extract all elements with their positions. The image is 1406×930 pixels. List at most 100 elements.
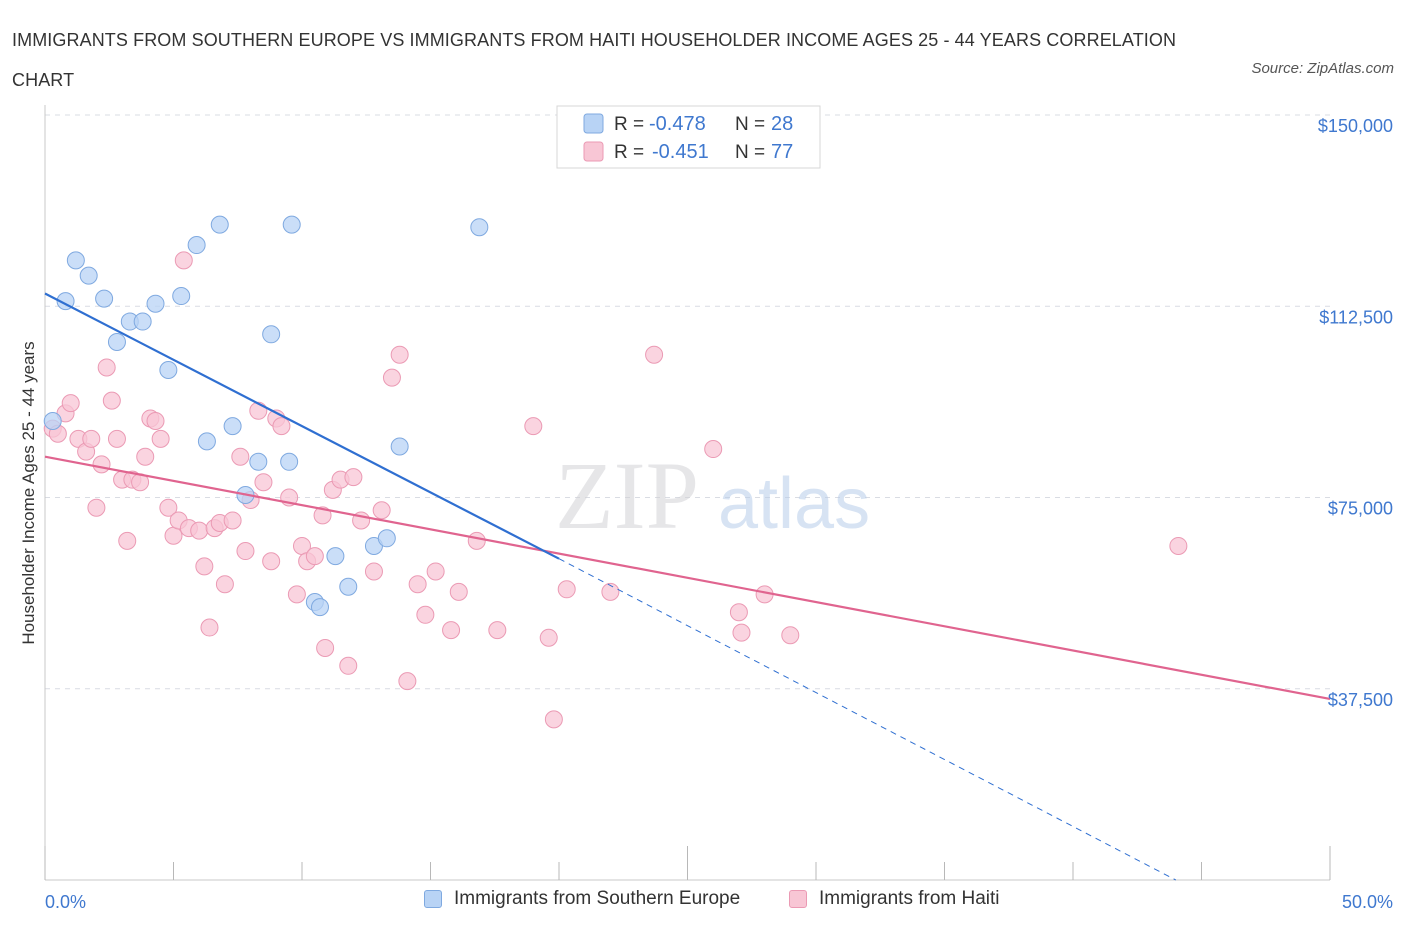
- southern-europe-point-17: [262, 325, 281, 344]
- haiti-point-72: [732, 623, 751, 642]
- legend-swatch-haiti: [583, 141, 604, 162]
- gridlines: [45, 114, 1330, 690]
- haiti-point-50: [344, 468, 363, 487]
- haiti-point-54: [382, 368, 401, 387]
- legend-n-label-1: N =: [735, 114, 765, 135]
- southern-europe-point-3: [79, 266, 98, 285]
- haiti-point-52: [364, 562, 383, 581]
- haiti-point-53: [372, 501, 391, 520]
- haiti-point-64: [524, 417, 543, 436]
- series-southern-europe-points: [43, 215, 489, 617]
- southern-europe-point-11: [187, 236, 206, 255]
- southern-europe-point-10: [172, 287, 191, 306]
- southern-europe-point-0: [43, 412, 62, 430]
- haiti-point-25: [190, 521, 209, 540]
- legend-n-value-southern-europe: 28: [771, 113, 793, 135]
- haiti-point-9: [97, 358, 116, 377]
- southern-europe-point-21: [310, 598, 329, 617]
- southern-europe-point-16: [249, 452, 268, 471]
- southern-europe-point-27: [470, 218, 489, 237]
- haiti-point-36: [254, 473, 273, 492]
- axes: [44, 105, 1331, 881]
- legend-label-southern-europe: Immigrants from Southern Europe: [454, 888, 741, 909]
- y-tick-label-2: $112,500: [1319, 307, 1393, 327]
- haiti-point-41: [287, 585, 306, 604]
- trend-line-southern-europe-extension: [558, 558, 1177, 881]
- southern-europe-point-4: [95, 289, 114, 308]
- haiti-point-13: [118, 531, 137, 550]
- chart-title: IMMIGRANTS FROM SOUTHERN EUROPE VS IMMIG…: [12, 30, 1177, 90]
- x-tick-labels: 0.0% 50.0%: [45, 892, 1393, 912]
- haiti-point-27: [200, 618, 219, 637]
- legend-item-haiti: Immigrants from Haiti: [789, 888, 1000, 910]
- legend-r-value-haiti: -0.451: [652, 141, 709, 163]
- legend-r-label-2: R =: [614, 142, 644, 163]
- y-tick-labels: $37,500 $75,000 $112,500 $150,000: [1318, 116, 1393, 710]
- haiti-point-70: [704, 440, 723, 459]
- haiti-point-68: [601, 582, 620, 601]
- haiti-point-3: [61, 394, 80, 413]
- southern-europe-point-25: [377, 529, 396, 548]
- southern-europe-point-9: [159, 361, 178, 379]
- haiti-point-33: [236, 542, 255, 561]
- haiti-point-65: [539, 628, 558, 647]
- haiti-point-32: [231, 447, 250, 466]
- haiti-point-26: [195, 557, 214, 576]
- legend-r-label-1: R =: [614, 114, 644, 135]
- haiti-point-75: [1169, 536, 1188, 555]
- southern-europe-point-5: [107, 332, 126, 351]
- haiti-point-55: [390, 345, 409, 364]
- haiti-point-62: [467, 531, 486, 550]
- haiti-point-67: [557, 580, 576, 599]
- haiti-point-20: [159, 498, 178, 517]
- haiti-point-56: [398, 672, 417, 691]
- haiti-point-71: [729, 603, 748, 622]
- trend-lines: [44, 292, 1331, 881]
- trend-line-haiti: [44, 455, 1331, 701]
- haiti-point-23: [174, 251, 193, 270]
- haiti-point-49: [339, 656, 358, 675]
- haiti-point-7: [87, 498, 106, 517]
- bottom-legend: Immigrants from Southern Europe Immigran…: [0, 888, 1406, 916]
- legend-swatch-southern-europe: [424, 890, 442, 908]
- southern-europe-point-22: [326, 547, 345, 566]
- haiti-point-6: [82, 429, 101, 448]
- southern-europe-point-8: [146, 294, 165, 313]
- haiti-point-35: [249, 401, 268, 420]
- legend-swatch-haiti: [789, 890, 807, 908]
- haiti-point-11: [107, 429, 126, 448]
- southern-europe-point-7: [133, 312, 152, 331]
- haiti-point-58: [416, 605, 435, 624]
- x-tick-label-min: 0.0%: [45, 892, 86, 912]
- haiti-point-37: [262, 552, 281, 571]
- watermark-atlas: atlas: [718, 464, 870, 544]
- southern-europe-point-2: [66, 251, 85, 270]
- haiti-point-19: [151, 429, 170, 448]
- source-credit: Source: ZipAtlas.com: [1251, 60, 1394, 77]
- southern-europe-point-19: [282, 215, 301, 234]
- southern-europe-point-12: [197, 432, 216, 451]
- southern-europe-point-18: [280, 452, 299, 471]
- legend-label-haiti: Immigrants from Haiti: [819, 888, 1000, 909]
- southern-europe-point-14: [223, 417, 242, 436]
- haiti-point-8: [92, 455, 111, 474]
- x-tick-label-max: 50.0%: [1342, 892, 1393, 912]
- haiti-point-61: [449, 582, 468, 601]
- haiti-point-39: [272, 417, 291, 436]
- legend-swatch-southern-europe: [583, 113, 604, 134]
- haiti-point-57: [408, 575, 427, 594]
- legend-item-southern-europe: Immigrants from Southern Europe: [424, 888, 740, 910]
- haiti-point-66: [544, 710, 563, 729]
- haiti-point-59: [426, 562, 445, 581]
- haiti-point-10: [102, 391, 121, 410]
- legend-n-label-2: N =: [735, 142, 765, 163]
- haiti-point-30: [215, 575, 234, 594]
- y-tick-label-3: $150,000: [1318, 116, 1393, 136]
- legend-r-value-southern-europe: -0.478: [649, 113, 706, 135]
- southern-europe-point-23: [339, 577, 358, 596]
- haiti-point-31: [223, 511, 242, 530]
- y-tick-label-0: $37,500: [1328, 690, 1393, 710]
- southern-europe-point-13: [210, 215, 229, 234]
- stats-legend: R = -0.478 N = 28 R = -0.451 N = 77: [556, 105, 821, 169]
